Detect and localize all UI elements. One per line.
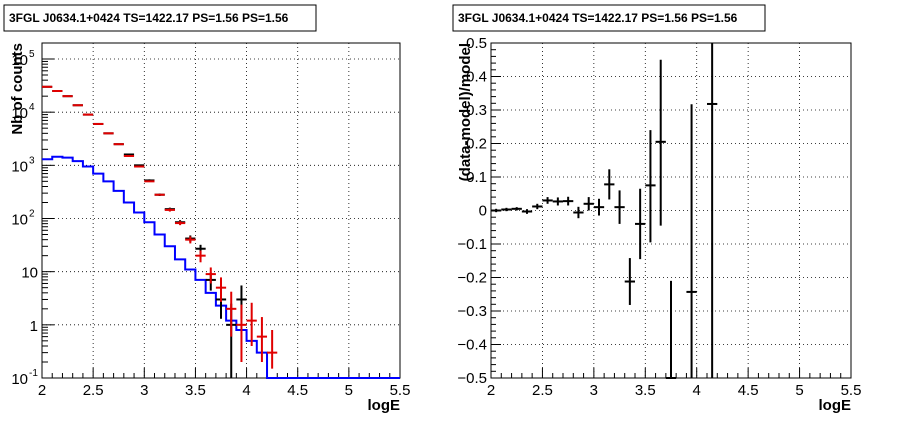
counts-x-tick-label-0: 2 xyxy=(38,382,46,399)
counts-frame xyxy=(41,42,401,379)
counts-y-tick-label-6: 10 xyxy=(11,52,28,69)
counts-y-axis-title: Nb of counts xyxy=(9,43,26,135)
residuals-y-tick-label-3: −0.2 xyxy=(457,270,487,287)
residuals-y-tick-label-6: 0.1 xyxy=(466,169,487,186)
counts-panel: 3FGL J0634.1+0424 TS=1422.17 PS=1.56 PS=… xyxy=(3,4,411,414)
counts-title: 3FGL J0634.1+0424 TS=1422.17 PS=1.56 PS=… xyxy=(9,11,289,25)
counts-y-tick-exp-6: 5 xyxy=(29,49,35,60)
residuals-y-tick-label-8: 0.3 xyxy=(466,102,487,119)
counts-x-tick-label-6: 5 xyxy=(345,382,353,399)
residuals-x-tick-label-4: 4 xyxy=(693,382,701,399)
residuals-title-box xyxy=(452,4,766,32)
counts-x-tick-label-4: 4 xyxy=(242,382,250,399)
residuals-y-tick-label-9: 0.4 xyxy=(466,69,487,86)
counts-y-tick-label-0: 10 xyxy=(11,371,28,388)
counts-y-tick-label-4: 10 xyxy=(11,158,28,175)
counts-title-box xyxy=(3,4,317,32)
residuals-y-tick-label-10: 0.5 xyxy=(466,35,487,52)
counts-y-tick-exp-0: -1 xyxy=(29,368,38,379)
residuals-x-axis-title: logE xyxy=(819,397,852,414)
counts-y-tick-exp-3: 2 xyxy=(29,209,35,220)
counts-x-tick-label-2: 3 xyxy=(140,382,148,399)
counts-y-tick-label-5: 10 xyxy=(11,105,28,122)
residuals-y-tick-label-0: −0.5 xyxy=(457,370,487,387)
counts-y-tick-label-2: 10 xyxy=(21,265,38,282)
residuals-title: 3FGL J0634.1+0424 TS=1422.17 PS=1.56 PS=… xyxy=(458,11,738,25)
residuals-y-tick-label-7: 0.2 xyxy=(466,136,487,153)
counts-y-tick-label-3: 10 xyxy=(11,212,28,229)
residuals-y-tick-label-1: −0.4 xyxy=(457,337,487,354)
counts-x-tick-label-7: 5.5 xyxy=(390,382,411,399)
residuals-x-tick-label-1: 2.5 xyxy=(532,382,553,399)
residuals-x-tick-label-2: 3 xyxy=(590,382,598,399)
residuals-y-tick-label-4: −0.1 xyxy=(457,236,487,253)
residuals-x-tick-label-6: 5 xyxy=(795,382,803,399)
residuals-x-tick-label-5: 4.5 xyxy=(738,382,759,399)
residuals-x-tick-label-3: 3.5 xyxy=(635,382,656,399)
residuals-y-tick-label-5: 0 xyxy=(479,203,487,220)
residuals-plot-area: 2 2.5 3 3.5 4 4.5 5 5.5 −0.5 −0.4 −0.3 −0.2 −0.1 0 0.1… xyxy=(457,35,861,399)
counts-y-tick-label-1: 1 xyxy=(30,318,38,335)
counts-y-tick-exp-4: 3 xyxy=(29,155,35,166)
counts-y-tick-exp-5: 4 xyxy=(29,102,35,113)
residuals-y-tick-label-2: −0.3 xyxy=(457,303,487,320)
counts-x-tick-label-1: 2.5 xyxy=(83,382,104,399)
counts-x-tick-label-5: 4.5 xyxy=(287,382,308,399)
residuals-y-axis-title: (data-model)/model xyxy=(457,43,474,181)
residuals-panel: 3FGL J0634.1+0424 TS=1422.17 PS=1.56 PS=… xyxy=(452,4,861,414)
counts-x-tick-label-3: 3.5 xyxy=(185,382,206,399)
residuals-x-tick-label-7: 5.5 xyxy=(841,382,862,399)
residuals-x-tick-label-0: 2 xyxy=(487,382,495,399)
counts-x-axis-title: logE xyxy=(368,397,401,414)
model-step-line xyxy=(42,155,400,379)
